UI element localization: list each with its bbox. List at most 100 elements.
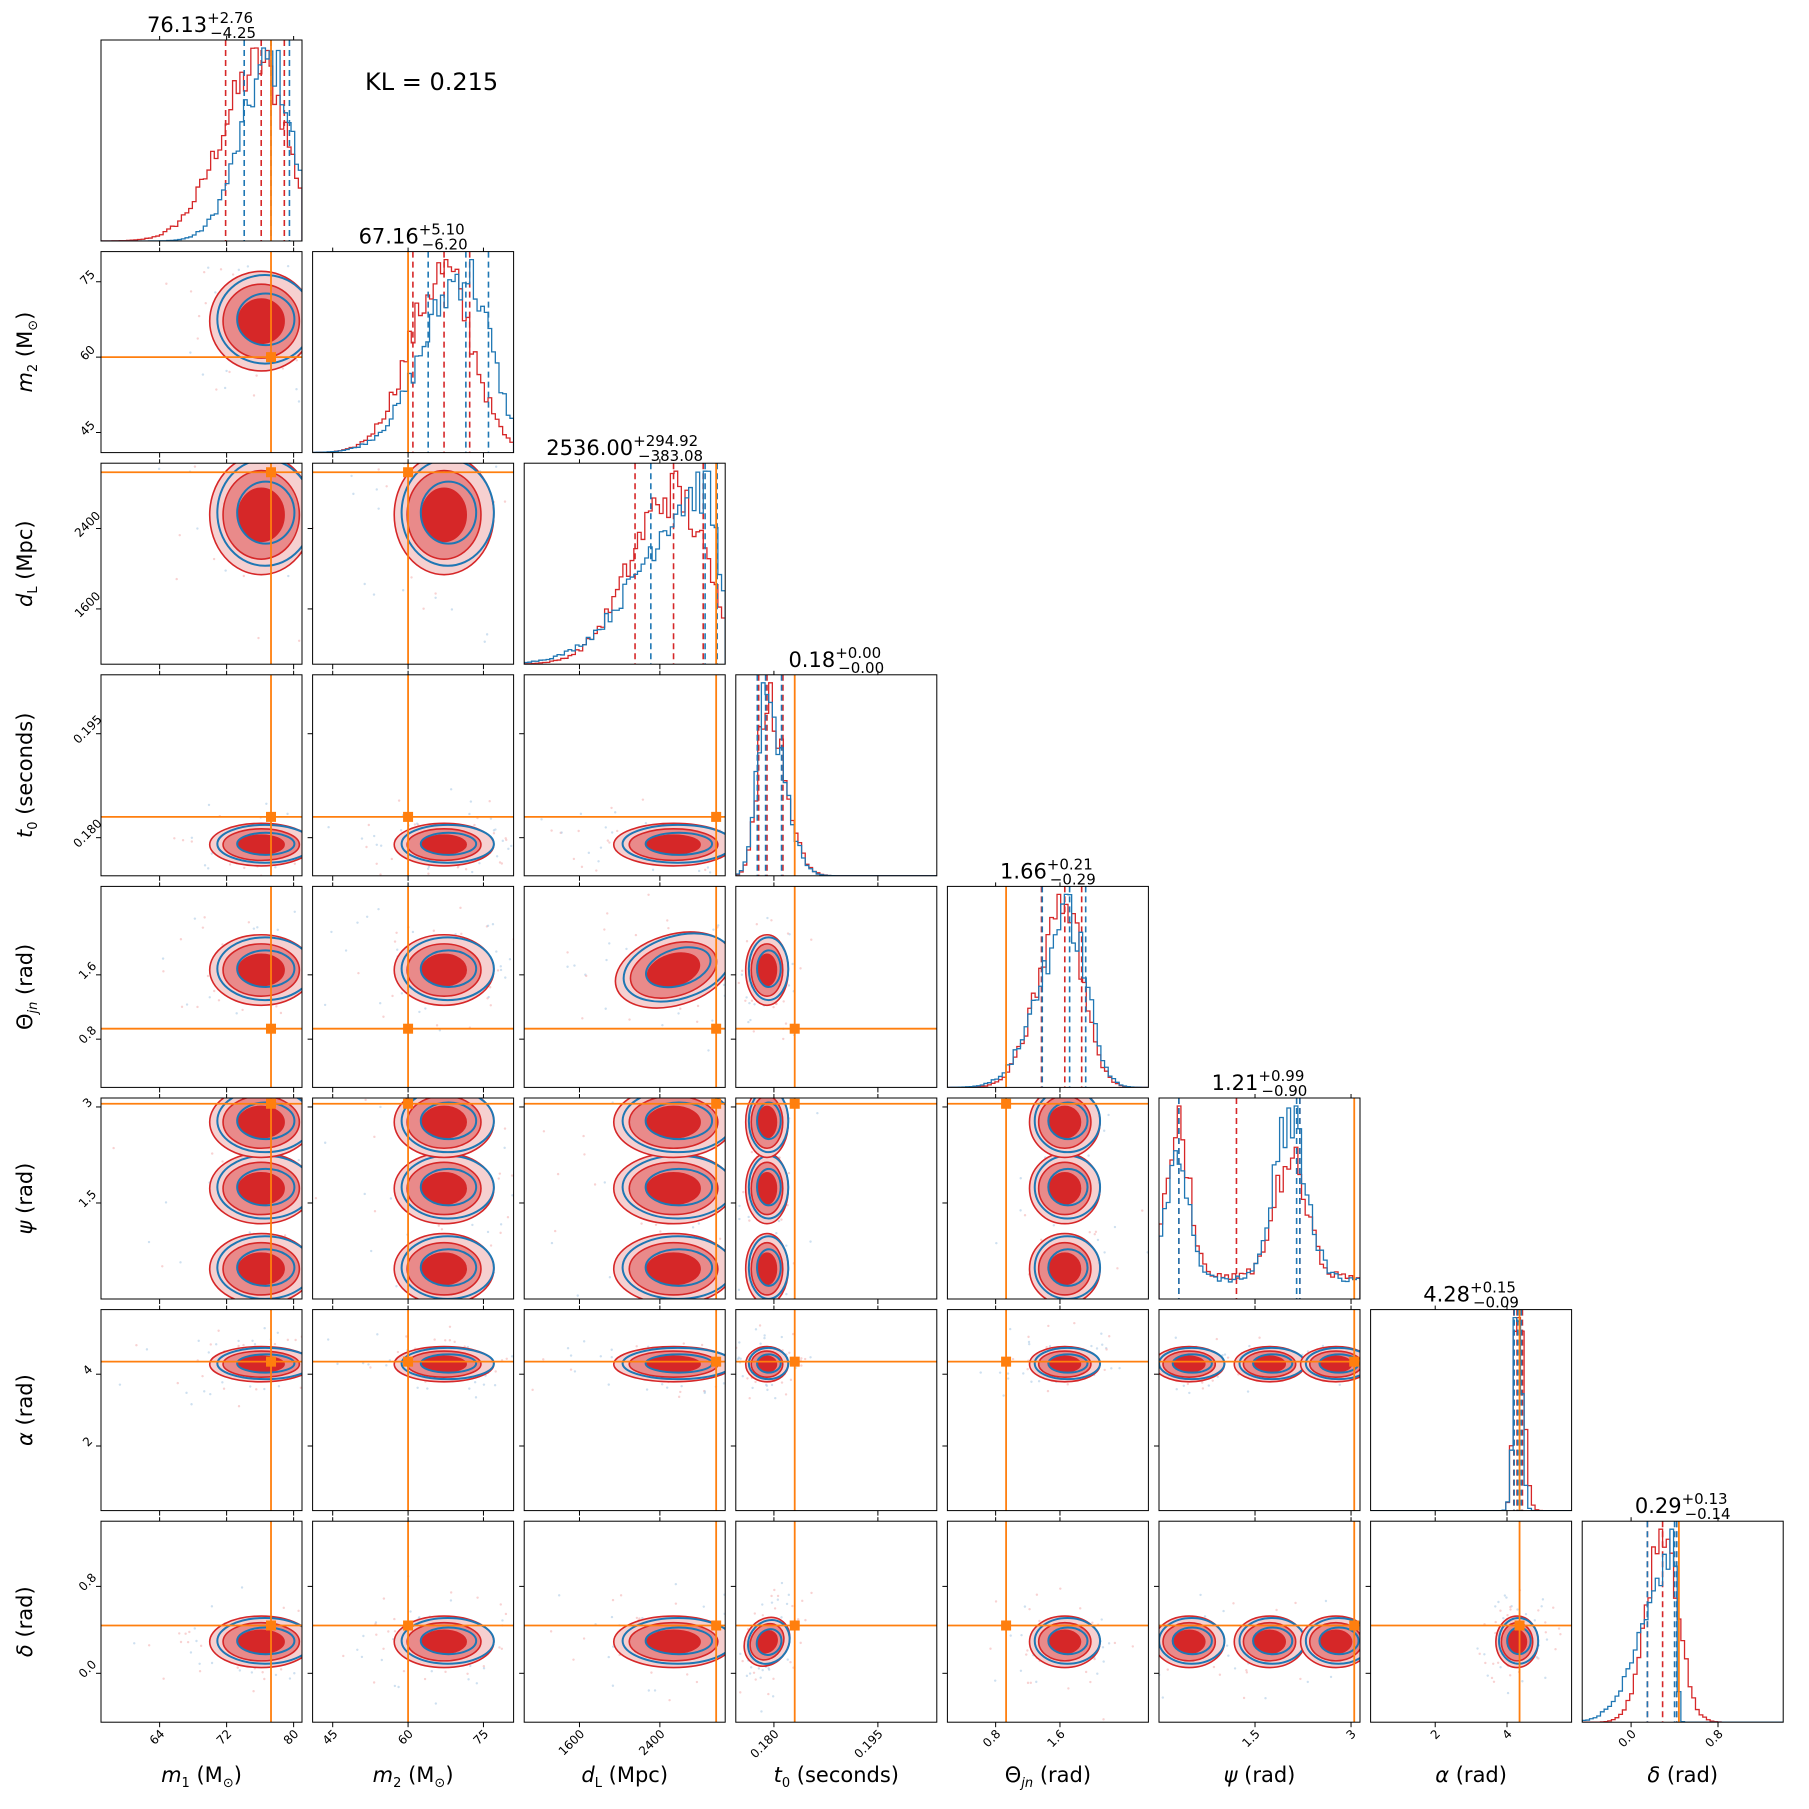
sample-point <box>219 268 223 271</box>
sample-point <box>273 930 275 932</box>
sample-point <box>1113 1365 1115 1367</box>
sample-point <box>1216 1375 1219 1378</box>
contour-blue-inner <box>756 1101 782 1141</box>
sample-point <box>603 1181 606 1184</box>
kl-divergence-label: KL = 0.215 <box>365 68 498 96</box>
sample-point <box>1038 1619 1041 1623</box>
sample-point <box>418 1616 421 1619</box>
sample-point <box>1118 1366 1121 1370</box>
sample-point <box>610 806 613 810</box>
sample-point <box>728 946 730 948</box>
sample-point <box>1499 1609 1502 1612</box>
sample-point <box>372 834 376 838</box>
sample-point <box>1264 1697 1267 1700</box>
sample-point <box>352 856 354 858</box>
sample-point <box>253 1343 257 1346</box>
sample-point <box>647 893 650 896</box>
sample-point <box>393 940 397 943</box>
contour-blue-outer <box>400 936 495 1002</box>
panel-frame <box>735 1520 938 1723</box>
panel-frame <box>100 1097 303 1300</box>
sample-point <box>263 1474 265 1476</box>
contour-blue-inner <box>1252 1626 1294 1656</box>
sample-point <box>340 969 342 971</box>
x-axis-label-5: ψ (rad) <box>1224 1763 1296 1787</box>
sample-point <box>1478 1652 1481 1656</box>
sample-point <box>1275 1608 1278 1612</box>
sample-point <box>736 1089 738 1091</box>
sample-point <box>210 1661 214 1665</box>
sample-point <box>1203 1615 1207 1618</box>
sample-point <box>738 1341 741 1344</box>
sample-point <box>112 1146 115 1150</box>
sample-point <box>97 577 99 579</box>
sample-point <box>1085 1321 1087 1323</box>
sample-point <box>221 943 224 946</box>
sample-point <box>1151 1108 1153 1110</box>
sample-point <box>515 1275 517 1277</box>
sample-point <box>393 1630 397 1633</box>
sample-point <box>691 1226 695 1229</box>
sample-point <box>758 1324 762 1327</box>
sample-point <box>418 1010 421 1014</box>
sample-point <box>1113 1641 1117 1645</box>
sample-point <box>189 290 193 293</box>
sample-point <box>785 1602 789 1606</box>
sample-point <box>1045 1346 1048 1349</box>
sample-point <box>427 865 431 868</box>
sample-point <box>495 855 499 858</box>
sample-point <box>582 1134 585 1138</box>
sample-point <box>731 919 733 921</box>
sample-point <box>1494 1605 1497 1608</box>
sample-point <box>1321 1344 1325 1348</box>
sample-point <box>231 273 235 276</box>
sample-point <box>511 1194 514 1197</box>
contour-inner <box>237 487 285 543</box>
sample-point <box>377 507 380 510</box>
sample-point <box>367 1363 370 1366</box>
sample-point <box>437 1224 440 1227</box>
sample-point <box>554 858 556 860</box>
sample-point <box>207 266 210 269</box>
sample-point <box>331 386 333 388</box>
sample-point <box>1490 1676 1494 1680</box>
sample-point <box>221 1160 224 1163</box>
sample-point <box>1025 1653 1028 1656</box>
x-axis-label-7: δ (rad) <box>1647 1763 1718 1787</box>
sample-point <box>361 1361 365 1365</box>
sample-point <box>243 866 246 870</box>
sample-point <box>605 958 608 962</box>
sample-point <box>695 1020 699 1023</box>
sample-point <box>782 1395 784 1397</box>
sample-point <box>1052 1224 1056 1227</box>
sample-point <box>295 359 298 362</box>
sample-point <box>297 1609 300 1613</box>
sample-point <box>742 1349 744 1351</box>
sample-point <box>248 454 250 456</box>
sample-point <box>185 1003 189 1006</box>
sample-point <box>585 974 588 978</box>
sample-point <box>488 1393 490 1395</box>
sample-point <box>283 441 285 443</box>
sample-point <box>241 1008 244 1012</box>
sample-point <box>1011 1357 1015 1361</box>
title-5: 1.21+0.99 −0.90 <box>1212 1067 1308 1100</box>
sample-point <box>307 1232 309 1234</box>
sample-point <box>331 1608 333 1610</box>
x-tick-label: 0.180 <box>748 1727 782 1761</box>
sample-point <box>754 1328 758 1331</box>
sample-point <box>418 1330 420 1332</box>
sample-point <box>1509 1605 1512 1609</box>
sample-point <box>1248 1344 1251 1348</box>
contour-inner <box>646 952 701 988</box>
sample-point <box>1509 1608 1512 1611</box>
panel-frame <box>946 1309 1149 1512</box>
sample-point <box>503 1127 507 1130</box>
sample-point <box>570 1346 572 1348</box>
sample-point <box>1084 1384 1086 1386</box>
sample-point <box>360 1655 364 1659</box>
sample-point <box>336 996 338 998</box>
sample-point <box>369 1249 373 1253</box>
x-tick-label: 80 <box>281 1727 302 1748</box>
